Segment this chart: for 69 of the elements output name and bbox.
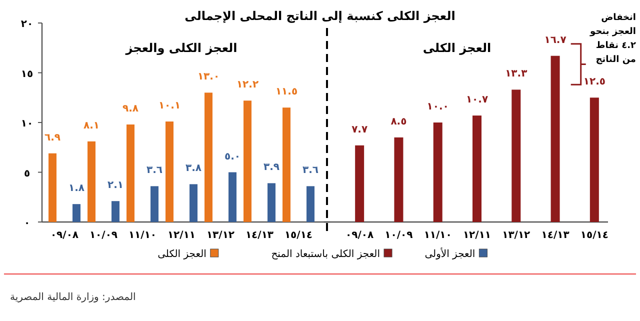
data-label: ١١.٥	[275, 86, 298, 98]
bar	[228, 172, 236, 222]
bar	[512, 90, 521, 222]
x-tick-label: ١٠/٠٩	[89, 230, 118, 241]
bar	[355, 145, 364, 222]
legend-label: العجز الكلى باستبعاد المنح	[271, 249, 380, 260]
bar	[48, 153, 56, 222]
legend-label: العجز الأولى	[424, 247, 476, 260]
x-tick-label: ١٢/١١	[462, 230, 492, 241]
x-tick-label: ١٤/١٣	[541, 230, 570, 241]
x-tick-label: ١٣/١٢	[502, 230, 530, 241]
bar	[472, 116, 482, 222]
data-label: ١٠.٧	[466, 94, 488, 106]
data-label: ١٠.٠	[426, 102, 449, 112]
bar	[88, 141, 96, 222]
data-label: ٨.١	[83, 120, 100, 132]
bar	[150, 186, 158, 222]
annotation: انخفاض العجز بنحو ٤.٢ نقاط من الناتج	[589, 13, 637, 65]
data-label: ٩.٨	[122, 103, 139, 114]
bar	[268, 183, 276, 222]
bar	[282, 108, 290, 222]
chart-title: العجز الكلى كنسبة إلى الناتج المحلى الإجمالى	[184, 9, 456, 23]
bar	[166, 122, 174, 222]
x-tick-label: ١٥/١٤	[580, 230, 608, 241]
x-tick-label: ١١/١٠	[424, 230, 452, 241]
data-label: ١٢.٥	[583, 76, 606, 88]
y-tick-label: ١٥	[20, 68, 34, 80]
bar	[433, 122, 442, 222]
legend-label: العجز الكلى	[158, 249, 206, 260]
data-label: ٣.٩	[263, 162, 280, 174]
bar	[244, 100, 252, 222]
x-tick-label: ٠٩/٠٨	[50, 230, 79, 241]
text: العجز الكلى	[422, 41, 492, 55]
data-label: ٥.٠	[224, 151, 241, 162]
data-label: ٣.٦	[302, 165, 319, 176]
bar	[590, 98, 599, 222]
bar	[190, 184, 198, 222]
bar	[306, 186, 314, 222]
x-tick-label: ١١/١٠	[128, 230, 157, 241]
text: المصدر: وزارة المالية المصرية	[10, 292, 136, 303]
x-tick-label: ١٢/١١	[167, 230, 196, 241]
data-label: ١٠.١	[158, 100, 181, 112]
data-label: ١٣.٣	[505, 68, 528, 80]
y-tick-label: ٥	[24, 168, 30, 180]
y-tick-label: ٢٠	[20, 19, 34, 30]
data-label: ١٦.٧	[544, 34, 566, 46]
y-tick-label: ٠	[24, 218, 30, 229]
bar	[550, 56, 560, 222]
text: العجز الكلى والعجز	[124, 41, 238, 55]
x-tick-label: ١٥/١٤	[284, 230, 313, 241]
x-tick-label: ١٣/١٢	[206, 230, 235, 241]
data-label: ٦.٩	[44, 132, 61, 144]
bar	[126, 124, 134, 222]
data-label: ٧.٧	[352, 124, 368, 136]
bar	[112, 201, 120, 222]
data-label: ٢.١	[107, 180, 124, 192]
data-label: ٣.٦	[146, 165, 163, 176]
data-label: ٨.٥	[390, 116, 407, 128]
bar	[394, 137, 404, 222]
data-label: ١.٨	[68, 183, 85, 194]
data-label: ١٣.٠	[197, 72, 220, 83]
x-tick-label: ١٠/٠٩	[384, 230, 413, 241]
y-tick-label: ١٠	[20, 118, 34, 130]
data-label: ٣.٨	[185, 163, 202, 174]
bar	[204, 92, 212, 222]
data-label: ١٢.٢	[236, 80, 259, 91]
x-tick-label: ١٤/١٣	[245, 230, 274, 241]
x-tick-label: ٠٩/٠٨	[346, 230, 374, 241]
bar	[72, 204, 80, 222]
